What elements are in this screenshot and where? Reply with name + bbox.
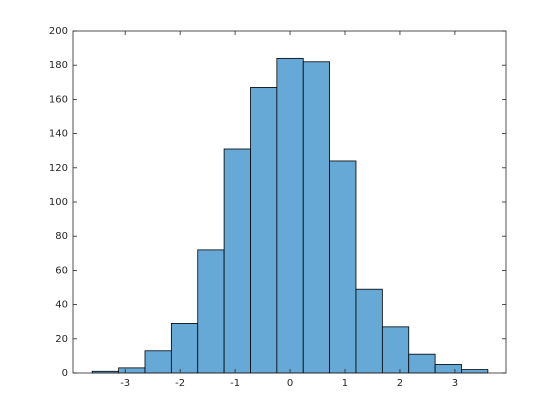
x-tick-label: 1 <box>342 378 348 389</box>
bar <box>381 326 410 374</box>
y-tick-label: 60 <box>55 265 68 276</box>
x-tick-label: 3 <box>452 378 458 389</box>
y-tick-label: 100 <box>49 197 68 208</box>
x-tick-label: -1 <box>230 378 240 389</box>
y-tick-label: 140 <box>49 129 68 140</box>
bar <box>276 57 304 374</box>
bar <box>144 350 172 374</box>
bar <box>170 323 199 374</box>
bar <box>434 364 462 374</box>
y-tick-label: 120 <box>49 163 68 174</box>
bar <box>250 87 278 374</box>
y-tick-label: 80 <box>55 231 68 242</box>
bar <box>223 148 251 374</box>
x-tick-label: 2 <box>397 378 403 389</box>
bar <box>197 249 225 374</box>
bar <box>355 288 383 374</box>
bar <box>118 367 146 374</box>
bar <box>329 160 357 374</box>
y-tick-label: 40 <box>55 300 68 311</box>
x-tick-label: -3 <box>120 378 130 389</box>
y-tick-label: 200 <box>49 26 68 37</box>
y-tick-label: 160 <box>49 94 68 105</box>
x-tick-label: 0 <box>287 378 293 389</box>
y-tick-label: 0 <box>62 368 68 379</box>
y-tick-label: 20 <box>55 334 68 345</box>
bar <box>302 61 331 374</box>
y-tick-label: 180 <box>49 60 68 71</box>
bar <box>461 369 489 374</box>
x-tick-label: -2 <box>175 378 185 389</box>
bar <box>408 353 436 374</box>
